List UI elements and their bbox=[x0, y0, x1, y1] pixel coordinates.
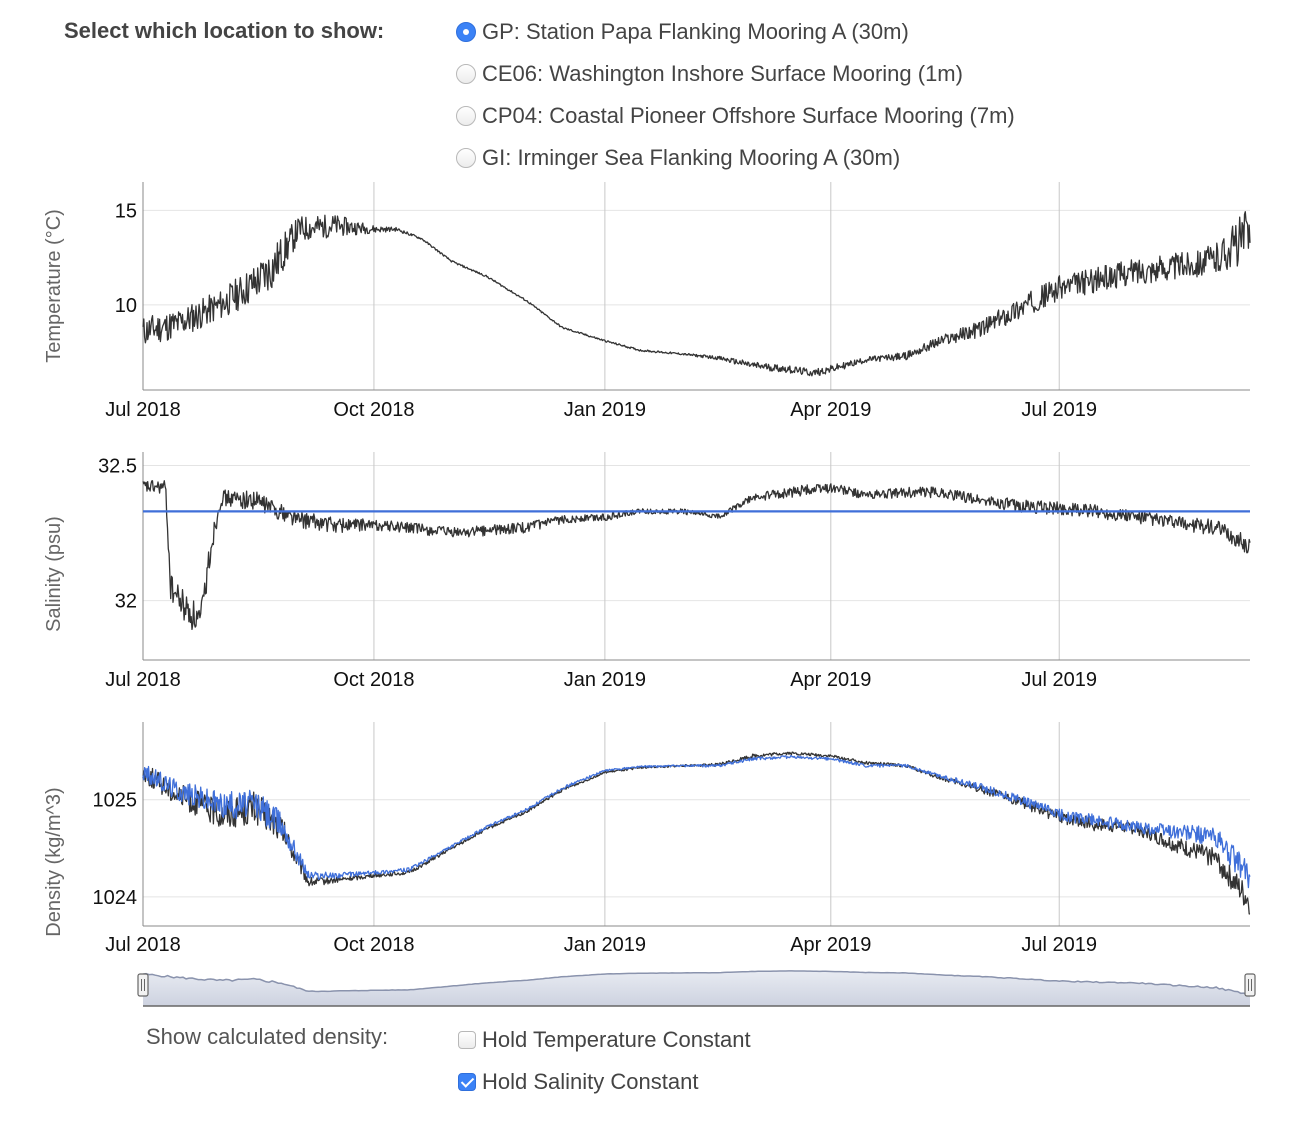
observed-series-line bbox=[142, 480, 1251, 631]
temperature-chart: 10 15 Jul 2018 Oct 2018 Jan 2019 Apr 2019 Jul … bbox=[43, 182, 1251, 421]
x-tick-label: Jul 2019 bbox=[1021, 669, 1097, 691]
x-tick-label: Jul 2019 bbox=[1021, 399, 1097, 421]
calculated-series-line bbox=[142, 755, 1251, 889]
radio-selected-icon[interactable] bbox=[456, 22, 476, 42]
x-tick-label: Oct 2018 bbox=[333, 934, 414, 956]
checkbox-unchecked-icon[interactable] bbox=[458, 1031, 476, 1049]
y-tick-label: 15 bbox=[115, 200, 137, 222]
hold-salinity-label: Hold Salinity Constant bbox=[482, 1069, 699, 1094]
x-tick-label: Apr 2019 bbox=[790, 669, 871, 691]
x-tick-label: Jan 2019 bbox=[564, 399, 646, 421]
range-navigator[interactable] bbox=[137, 970, 1256, 1007]
location-option-gp[interactable]: GP: Station Papa Flanking Mooring A (30m… bbox=[456, 16, 909, 48]
y-axis-title: Density (kg/m^3) bbox=[43, 787, 65, 936]
x-tick-label: Jan 2019 bbox=[564, 934, 646, 956]
x-tick-label: Oct 2018 bbox=[333, 399, 414, 421]
radio-unselected-icon[interactable] bbox=[456, 148, 476, 168]
navigator-line bbox=[142, 970, 1251, 996]
density-chart: 1024 1025 Jul 2018 Oct 2018 Jan 2019 Apr 2019… bbox=[43, 722, 1251, 956]
navigator-left-handle[interactable] bbox=[137, 973, 149, 997]
hold-salinity-option[interactable]: Hold Salinity Constant bbox=[458, 1066, 698, 1098]
location-option-cp04[interactable]: CP04: Coastal Pioneer Offshore Surface M… bbox=[456, 100, 1015, 132]
y-tick-label: 32 bbox=[115, 591, 137, 613]
location-option-label: CE06: Washington Inshore Surface Mooring… bbox=[482, 61, 963, 86]
y-tick-label: 1025 bbox=[93, 790, 138, 812]
y-axis-title: Temperature (°C) bbox=[43, 209, 65, 363]
x-tick-label: Jul 2018 bbox=[105, 934, 181, 956]
x-tick-label: Jul 2018 bbox=[105, 399, 181, 421]
y-axis-title: Salinity (psu) bbox=[43, 516, 65, 632]
y-tick-label: 10 bbox=[115, 295, 137, 317]
x-tick-label: Apr 2019 bbox=[790, 399, 871, 421]
x-tick-label: Apr 2019 bbox=[790, 934, 871, 956]
checkbox-checked-icon[interactable] bbox=[458, 1073, 476, 1091]
location-option-label: GP: Station Papa Flanking Mooring A (30m… bbox=[482, 19, 909, 44]
radio-unselected-icon[interactable] bbox=[456, 106, 476, 126]
hold-temperature-option[interactable]: Hold Temperature Constant bbox=[458, 1024, 751, 1056]
y-tick-label: 32.5 bbox=[98, 456, 137, 478]
x-tick-label: Jul 2018 bbox=[105, 669, 181, 691]
salinity-chart: 32 32.5 Jul 2018 Oct 2018 Jan 2019 Apr 2019 Ju… bbox=[43, 452, 1251, 691]
x-tick-label: Jan 2019 bbox=[564, 669, 646, 691]
location-option-ce06[interactable]: CE06: Washington Inshore Surface Mooring… bbox=[456, 58, 963, 90]
y-tick-label: 1024 bbox=[93, 887, 138, 909]
location-option-label: GI: Irminger Sea Flanking Mooring A (30m… bbox=[482, 145, 901, 170]
observed-series-line bbox=[142, 751, 1251, 915]
location-selector-label: Select which location to show: bbox=[64, 18, 385, 43]
navigator-area bbox=[143, 970, 1250, 1006]
density-options-label: Show calculated density: bbox=[146, 1024, 389, 1049]
location-option-label: CP04: Coastal Pioneer Offshore Surface M… bbox=[482, 103, 1015, 128]
observed-series-line bbox=[142, 211, 1251, 377]
navigator-right-handle[interactable] bbox=[1244, 973, 1256, 997]
x-tick-label: Jul 2019 bbox=[1021, 934, 1097, 956]
hold-temperature-label: Hold Temperature Constant bbox=[482, 1027, 751, 1052]
radio-unselected-icon[interactable] bbox=[456, 64, 476, 84]
location-option-gi[interactable]: GI: Irminger Sea Flanking Mooring A (30m… bbox=[456, 142, 900, 174]
x-tick-label: Oct 2018 bbox=[333, 669, 414, 691]
